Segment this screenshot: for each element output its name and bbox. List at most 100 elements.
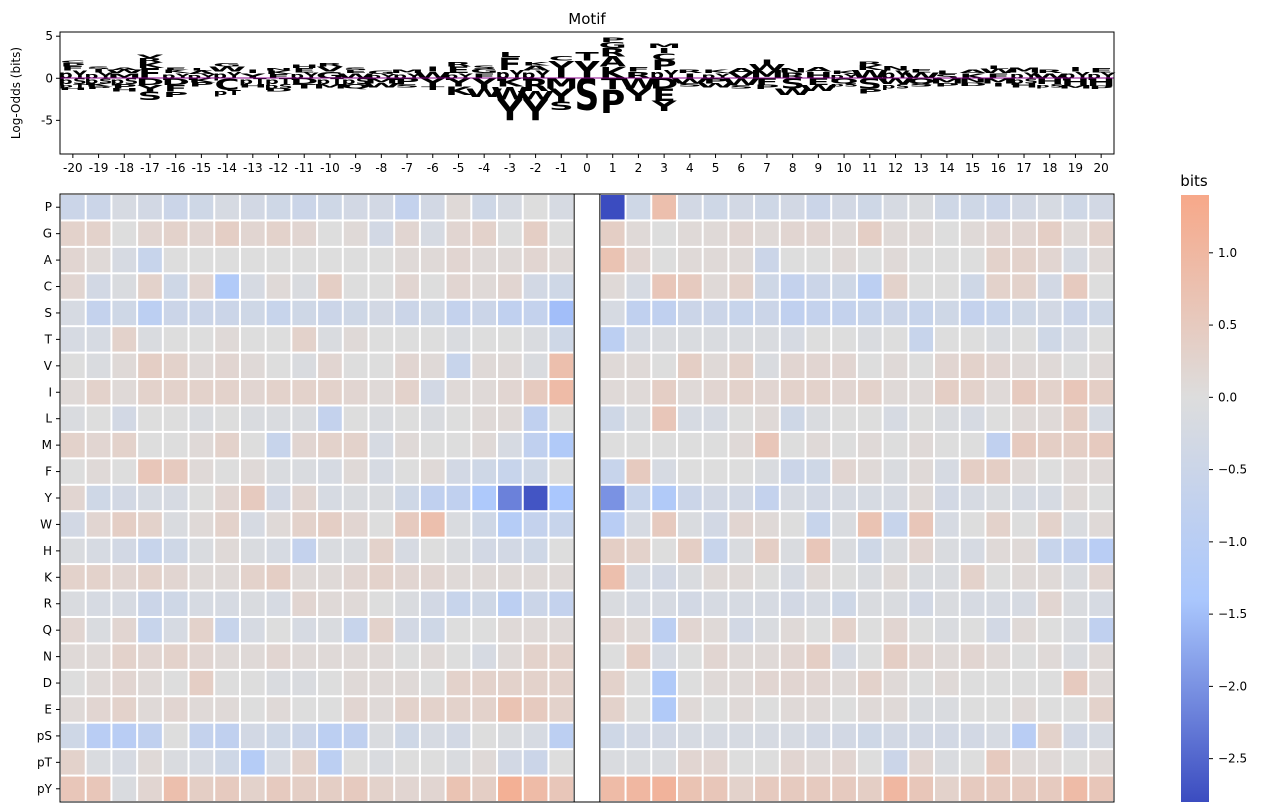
logo-xtick-label: 11 <box>862 161 877 175</box>
heatmap-cell <box>600 591 625 616</box>
logo-letter: W <box>671 77 709 85</box>
heatmap-cell <box>369 195 394 220</box>
heatmap-cell <box>729 459 754 484</box>
heatmap-cell <box>343 221 368 246</box>
heatmap-cell <box>163 327 188 352</box>
heatmap-cell <box>652 512 676 537</box>
heatmap-cell <box>266 750 291 775</box>
heatmap-cell <box>446 644 471 669</box>
heatmap-cell <box>806 565 831 590</box>
heatmap-cell <box>343 380 368 405</box>
heatmap-cell <box>318 670 342 696</box>
heatmap-cell <box>909 670 934 696</box>
colorbar: bits 1.0 0.5 0.0 −0.5 −1.0 −1.5 −2.0 −2.5 <box>1180 172 1247 802</box>
heatmap-cell <box>395 538 419 564</box>
heatmap-cell <box>832 750 856 775</box>
heatmap-cell <box>549 776 574 801</box>
heatmap-cell <box>677 485 702 511</box>
heatmap-cell <box>1037 750 1062 775</box>
heatmap-cell <box>1012 723 1036 749</box>
heatmap-cell <box>652 565 676 590</box>
logo-xtick-label: -6 <box>427 161 439 175</box>
heatmap-cell <box>240 274 265 299</box>
heatmap-cell <box>163 406 188 431</box>
logo-letter: E <box>293 67 316 74</box>
heatmap-cell <box>832 538 856 564</box>
heatmap-cell <box>832 776 856 801</box>
heatmap-cell <box>292 459 317 484</box>
heatmap-cell <box>369 274 394 299</box>
heatmap-cell <box>755 776 779 801</box>
heatmap-cell <box>703 565 728 590</box>
heatmap-cell <box>240 565 265 590</box>
heatmap-cell <box>498 591 522 616</box>
heatmap-cell <box>61 274 85 299</box>
heatmap-cell <box>883 195 908 220</box>
logo-xtick-label: -11 <box>294 161 314 175</box>
heatmap-cell <box>240 459 265 484</box>
logo-xtick-label: -4 <box>478 161 490 175</box>
heatmap-cell <box>883 274 908 299</box>
heatmap-cell <box>112 512 137 537</box>
heatmap-cell <box>703 432 728 458</box>
heatmap-cell <box>986 512 1011 537</box>
logo-letter: D <box>290 77 318 86</box>
logo-xtick-label: -8 <box>375 161 387 175</box>
heatmap-cell <box>780 406 805 431</box>
heatmap-cell <box>189 670 214 696</box>
logo-letter: K <box>522 61 550 66</box>
heatmap-cell <box>755 380 779 405</box>
heatmap-cell <box>318 247 342 273</box>
heatmap-cell <box>240 697 265 722</box>
heatmap-cell <box>523 353 548 379</box>
heatmap-cell <box>755 723 779 749</box>
heatmap-cell <box>498 485 522 511</box>
heatmap-cell <box>240 432 265 458</box>
logo-letter: W <box>620 76 658 92</box>
heatmap-cell <box>935 565 959 590</box>
heatmap-cell <box>806 776 831 801</box>
heatmap-cell <box>61 776 85 801</box>
heatmap-cell <box>112 723 137 749</box>
heatmap-cell <box>600 247 625 273</box>
heatmap-cell <box>1089 670 1113 696</box>
logo-letter: A <box>959 69 986 74</box>
heatmap-cell <box>266 327 291 352</box>
heatmap-cell <box>472 432 497 458</box>
heatmap-cell <box>600 644 625 669</box>
logo-letter: M <box>1007 66 1041 74</box>
heatmap-cell <box>857 195 882 220</box>
heatmap-cell <box>909 380 934 405</box>
logo-letter: P <box>60 62 85 67</box>
heatmap-cell <box>729 485 754 511</box>
heatmap-cell <box>600 565 625 590</box>
heatmap-cell <box>806 723 831 749</box>
logo-letter: W <box>414 70 452 81</box>
heatmap-cell <box>446 274 471 299</box>
logo-letter: pT <box>239 77 268 87</box>
heatmap-cell <box>780 195 805 220</box>
heatmap-cell <box>395 406 419 431</box>
heatmap-cell <box>1012 538 1036 564</box>
logo-letter: P <box>394 77 419 86</box>
heatmap-cell <box>600 406 625 431</box>
heatmap-cell <box>61 221 85 246</box>
logo-letter: pT <box>316 77 345 87</box>
heatmap-cell <box>395 776 419 801</box>
heatmap-cell <box>86 406 111 431</box>
heatmap-cell <box>446 327 471 352</box>
heatmap-cell <box>1063 432 1088 458</box>
logo-letter: W <box>517 89 555 103</box>
heatmap-cell <box>343 247 368 273</box>
heatmap-cell <box>832 353 856 379</box>
logo-letter: A <box>728 67 755 74</box>
heatmap-cell <box>189 327 214 352</box>
heatmap-cell <box>498 723 522 749</box>
heatmap-cell <box>832 327 856 352</box>
logo-xtick-label: 6 <box>737 161 745 175</box>
logo-letter: A <box>188 70 215 75</box>
heatmap-cell <box>292 723 317 749</box>
heatmap-cell <box>1063 750 1088 775</box>
heatmap-cell <box>652 776 676 801</box>
logo-letter: pT <box>59 84 87 89</box>
